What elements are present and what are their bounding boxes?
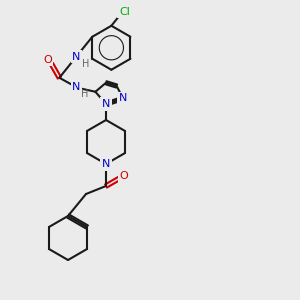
Text: N: N	[102, 159, 110, 169]
Text: O: O	[120, 171, 128, 181]
Text: N: N	[72, 52, 81, 62]
Text: N: N	[102, 159, 110, 169]
Text: O: O	[43, 55, 52, 65]
Text: Cl: Cl	[119, 7, 130, 17]
Text: N: N	[102, 99, 110, 109]
Text: N: N	[72, 82, 81, 92]
Text: H: H	[81, 89, 88, 99]
Text: N: N	[119, 93, 127, 103]
Text: H: H	[82, 59, 89, 69]
